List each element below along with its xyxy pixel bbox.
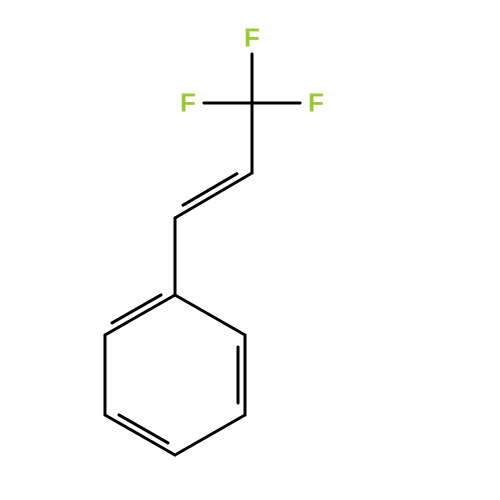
bond-svg: [0, 0, 500, 500]
atom-label-f2: F: [180, 88, 196, 119]
atom-label-f1: F: [244, 23, 260, 54]
atom-label-f3: F: [308, 88, 324, 119]
molecule-canvas: F F F: [0, 0, 500, 500]
